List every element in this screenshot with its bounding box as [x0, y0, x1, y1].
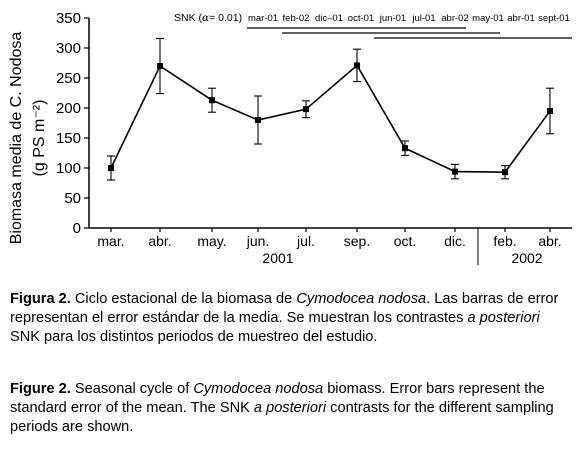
data-point — [547, 108, 553, 114]
x-tick-label: abr. — [148, 233, 171, 249]
snk-label: SNK (α= 0.01) — [174, 12, 242, 24]
x-tick-label: jul. — [296, 233, 315, 249]
caption-english: Figure 2. Seasonal cycle of Cymodocea no… — [10, 380, 572, 437]
data-point — [255, 117, 261, 123]
caption-en-text-3: contrasts for the different sampling per… — [10, 400, 554, 435]
biomass-series — [108, 62, 553, 176]
caption-es-a-posteriori: a posteriori — [467, 310, 540, 326]
year-label-2001: 2001 — [262, 250, 293, 266]
y-tick-label: 100 — [56, 160, 81, 177]
caption-en-text-2: biomass. Error bars represent the standa… — [10, 381, 545, 416]
x-tick-label: dic. — [444, 233, 466, 249]
snk-group-label: sept-01 — [538, 13, 570, 24]
y-tick-label: 350 — [56, 10, 81, 27]
snk-group-label: jun-01 — [379, 13, 406, 24]
caption-es-text-2: . Las barras de error representan el err… — [10, 291, 559, 326]
snk-group-label: feb-02 — [283, 13, 310, 24]
x-tick-label: sep. — [344, 233, 370, 249]
caption-en-lead: Figure 2. — [10, 381, 71, 397]
x-tick-label: jun. — [246, 233, 270, 249]
caption-es-species: Cymodocea nodosa — [296, 291, 427, 307]
x-tick-label: abr. — [538, 233, 561, 249]
data-point — [303, 106, 309, 113]
snk-group-label: abr-01 — [507, 13, 534, 24]
data-point — [502, 169, 508, 176]
snk-label-prefix: SNK ( — [174, 12, 203, 24]
data-point — [108, 165, 114, 171]
y-axis-units: (g PS m⁻²) — [31, 100, 48, 177]
data-point — [452, 168, 458, 175]
y-tick-label: 150 — [56, 130, 81, 147]
x-tick-label: mar. — [97, 233, 124, 249]
snk-group-label: abr-02 — [441, 13, 468, 24]
data-point — [402, 145, 408, 152]
y-tick-label: 0 — [73, 220, 81, 237]
y-tick-label: 200 — [56, 100, 81, 117]
y-tick-label: 250 — [56, 70, 81, 87]
x-axis-ticks: mar. abr. may. jun. jul. sep. oct. dic. feb. abr.… — [97, 228, 562, 266]
x-tick-label: oct. — [394, 233, 417, 249]
error-bars — [107, 37, 554, 181]
caption-es-text-3: SNK para los distintos periodos de muest… — [10, 329, 378, 345]
data-point — [354, 62, 360, 69]
caption-en-text-1: Seasonal cycle of — [70, 381, 194, 397]
caption-en-a-posteriori: a posteriori — [253, 400, 327, 416]
x-tick-label: may. — [197, 233, 226, 249]
snk-group-label: oct-01 — [348, 13, 374, 24]
snk-group-label: may-01 — [472, 13, 504, 24]
snk-alpha-symbol: α — [202, 12, 209, 24]
x-tick-label: feb. — [493, 233, 516, 249]
snk-group-label: dic–01 — [315, 13, 343, 24]
axes — [88, 18, 572, 265]
caption-spanish: Figura 2. Ciclo estacional de la biomasa… — [10, 290, 572, 347]
snk-label-suffix: = 0.01) — [209, 12, 242, 24]
snk-group-label: jul-01 — [411, 13, 435, 24]
snk-group-label: mar-01 — [248, 13, 278, 24]
data-point — [209, 97, 215, 104]
data-point — [157, 63, 163, 69]
y-tick-label: 50 — [64, 190, 81, 207]
y-axis-label: Biomasa media de C. Nodosa (g PS m⁻²) — [8, 32, 48, 245]
snk-contrasts: SNK (α= 0.01) mar-01 feb-02 dic–01 oct-01 ju… — [174, 12, 572, 39]
caption-en-species: Cymodocea nodosa — [193, 381, 324, 397]
y-tick-label: 300 — [56, 40, 81, 57]
series-line — [110, 64, 551, 174]
year-label-2002: 2002 — [511, 250, 542, 266]
caption-es-lead: Figura 2. — [10, 291, 71, 307]
caption-es-text-1: Ciclo estacional de la biomasa de — [70, 291, 297, 307]
y-axis-ticks: 0 50 100 150 200 250 300 350 — [56, 10, 89, 237]
biomass-chart: Biomasa media de C. Nodosa (g PS m⁻²) 0 5… — [8, 10, 572, 266]
y-axis-title: Biomasa media de C. Nodosa — [8, 32, 25, 245]
